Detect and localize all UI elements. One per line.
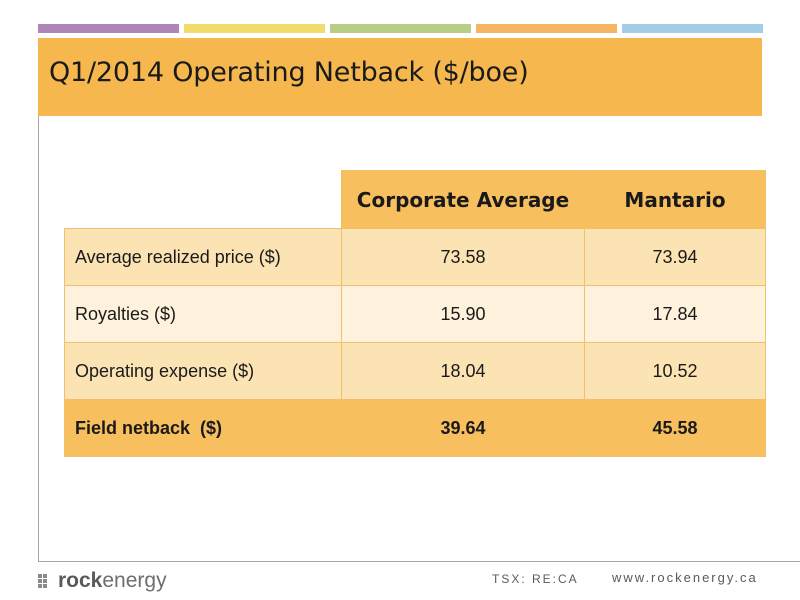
company-logo: rockenergy: [38, 569, 167, 593]
bottom-border-line: [38, 561, 800, 562]
column-header-corporate-average: Corporate Average: [341, 170, 585, 229]
logo-mark-icon: [38, 574, 52, 588]
logo-text-rest: energy: [102, 569, 167, 592]
row-label: Average realized price ($): [64, 228, 342, 286]
header-bar-yellow: [184, 24, 325, 33]
left-border-line: [38, 116, 39, 562]
stock-ticker: TSX: RE:CA: [492, 572, 579, 586]
row-label: Field netback ($): [64, 399, 342, 457]
logo-text: rockenergy: [58, 569, 167, 593]
column-header-mantario: Mantario: [584, 170, 766, 229]
header-bar-orange: [476, 24, 617, 33]
header-bar-green: [330, 24, 471, 33]
slide-title: Q1/2014 Operating Netback ($/boe): [49, 57, 529, 88]
netback-table: Corporate Average Mantario Average reali…: [64, 170, 766, 457]
website-url: www.rockenergy.ca: [612, 570, 758, 585]
mantario-value: 45.58: [584, 399, 766, 457]
row-label: Royalties ($): [64, 285, 342, 343]
table-row: Royalties ($) 15.90 17.84: [64, 285, 766, 343]
header-bar-blue: [622, 24, 763, 33]
corporate-value: 73.58: [341, 228, 585, 286]
title-band: Q1/2014 Operating Netback ($/boe): [38, 38, 762, 116]
table-header-blank: [64, 170, 342, 229]
corporate-value: 39.64: [341, 399, 585, 457]
mantario-value: 10.52: [584, 342, 766, 400]
table-header-row: Corporate Average Mantario: [64, 170, 766, 229]
mantario-value: 73.94: [584, 228, 766, 286]
corporate-value: 18.04: [341, 342, 585, 400]
table-row: Average realized price ($) 73.58 73.94: [64, 228, 766, 286]
row-label: Operating expense ($): [64, 342, 342, 400]
header-bar-purple: [38, 24, 179, 33]
table-row-total: Field netback ($) 39.64 45.58: [64, 399, 766, 457]
mantario-value: 17.84: [584, 285, 766, 343]
logo-text-bold: rock: [58, 569, 103, 592]
table-row: Operating expense ($) 18.04 10.52: [64, 342, 766, 400]
corporate-value: 15.90: [341, 285, 585, 343]
